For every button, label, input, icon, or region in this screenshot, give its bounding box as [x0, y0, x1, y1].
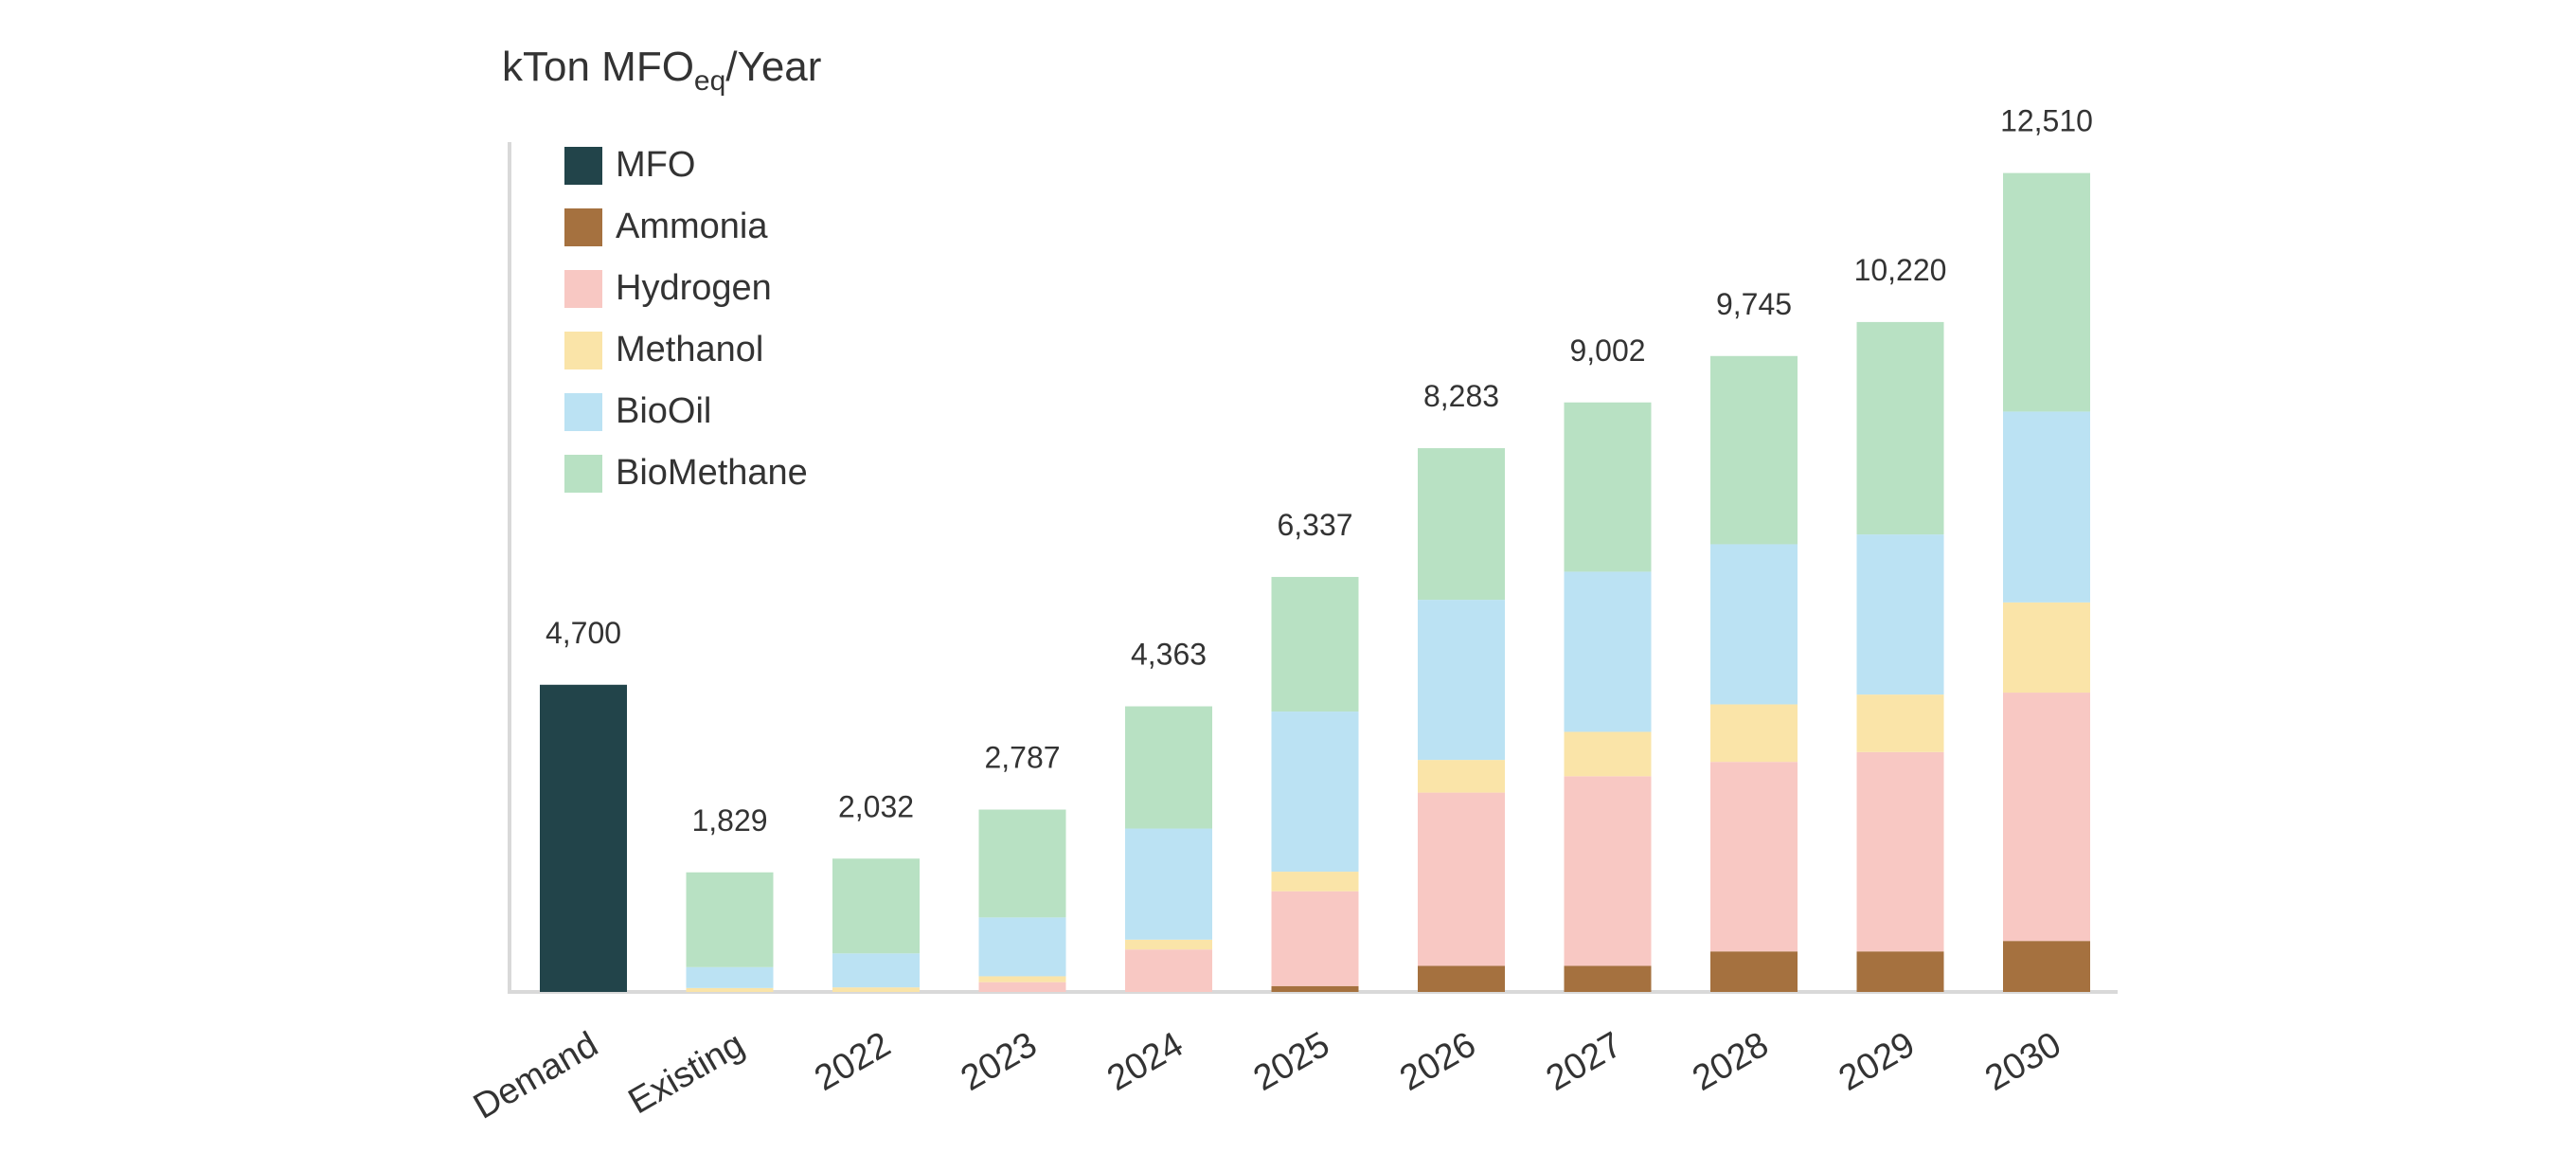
legend-label-mfo: MFO — [616, 145, 696, 185]
legend: MFO Ammonia Hydrogen Methanol BioOil Bio… — [564, 135, 808, 504]
bar-ammonia-2026 — [1418, 965, 1505, 992]
x-tick-label-2029: 2029 — [1833, 1024, 1922, 1099]
legend-label-biomethane: BioMethane — [616, 453, 808, 493]
bar-hydrogen-2027 — [1564, 776, 1652, 966]
legend-item-hydrogen: Hydrogen — [564, 258, 808, 319]
bar-biooil-2023 — [978, 917, 1066, 977]
bar-ammonia-2027 — [1564, 965, 1652, 992]
bar-methanol-2026 — [1418, 760, 1505, 793]
bar-methanol-2024 — [1125, 939, 1212, 950]
bar-hydrogen-2025 — [1271, 891, 1359, 986]
bar-biooil-2025 — [1271, 712, 1359, 873]
legend-label-ammonia: Ammonia — [616, 207, 768, 246]
bar-biomethane-2030 — [2003, 172, 2090, 412]
bar-biomethane-2025 — [1271, 576, 1359, 712]
total-label-2029: 10,220 — [1854, 253, 1947, 287]
bar-biomethane-existing — [686, 872, 774, 967]
legend-item-mfo: MFO — [564, 135, 808, 196]
x-tick-label-2030: 2030 — [1978, 1024, 2067, 1099]
bar-hydrogen-2023 — [978, 982, 1066, 992]
legend-swatch-mfo — [564, 146, 602, 185]
total-label-existing: 1,829 — [691, 803, 767, 838]
bar-methanol-2027 — [1564, 731, 1652, 777]
bar-hydrogen-2024 — [1125, 949, 1212, 992]
total-label-2030: 12,510 — [2000, 104, 2093, 138]
y-axis-label: kTon MFOeq/Year — [502, 44, 821, 98]
bar-methanol-2023 — [978, 976, 1066, 982]
total-label-2026: 8,283 — [1423, 379, 1499, 413]
total-label-2028: 9,745 — [1716, 287, 1792, 321]
legend-item-biooil: BioOil — [564, 381, 808, 442]
bar-methanol-2028 — [1710, 704, 1798, 763]
bar-biomethane-2024 — [1125, 706, 1212, 829]
bar-ammonia-2029 — [1856, 951, 1944, 992]
x-tick-label-2024: 2024 — [1100, 1024, 1190, 1099]
x-tick-label-demand: Demand — [467, 1024, 604, 1126]
bar-biomethane-2027 — [1564, 402, 1652, 572]
bar-biooil-2024 — [1125, 828, 1212, 940]
legend-item-ammonia: Ammonia — [564, 196, 808, 258]
legend-swatch-hydrogen — [564, 269, 602, 308]
bar-hydrogen-2026 — [1418, 792, 1505, 966]
bar-methanol-2025 — [1271, 872, 1359, 892]
x-tick-label-2026: 2026 — [1393, 1024, 1482, 1099]
bar-biooil-2027 — [1564, 571, 1652, 732]
x-tick-label-2028: 2028 — [1686, 1024, 1775, 1099]
x-tick-label-2025: 2025 — [1247, 1024, 1336, 1099]
bar-biooil-2028 — [1710, 544, 1798, 705]
legend-swatch-biomethane — [564, 454, 602, 493]
bar-biomethane-2026 — [1418, 448, 1505, 601]
legend-label-biooil: BioOil — [616, 391, 712, 431]
bar-biooil-2030 — [2003, 411, 2090, 603]
bar-methanol-2022 — [832, 987, 920, 992]
y-axis-label-subscript: eq — [693, 65, 726, 97]
total-label-2022: 2,032 — [838, 789, 914, 823]
total-label-2027: 9,002 — [1569, 333, 1645, 368]
bar-biomethane-2022 — [832, 858, 920, 954]
bar-ammonia-2030 — [2003, 941, 2090, 992]
bar-biomethane-2029 — [1856, 321, 1944, 535]
bar-hydrogen-2030 — [2003, 693, 2090, 942]
legend-label-methanol: Methanol — [616, 330, 764, 369]
bar-biooil-2022 — [832, 953, 920, 988]
bar-methanol-2029 — [1856, 694, 1944, 752]
total-label-2024: 4,363 — [1131, 638, 1207, 672]
bar-biomethane-2028 — [1710, 355, 1798, 545]
y-axis-label-suffix: /Year — [725, 44, 822, 90]
bar-mfo-demand — [540, 684, 627, 992]
total-label-demand: 4,700 — [546, 616, 621, 650]
legend-swatch-ammonia — [564, 207, 602, 246]
legend-swatch-biooil — [564, 392, 602, 431]
bar-biooil-2029 — [1856, 534, 1944, 695]
bar-biooil-2026 — [1418, 600, 1505, 761]
legend-swatch-methanol — [564, 331, 602, 369]
legend-label-hydrogen: Hydrogen — [616, 268, 772, 308]
bar-hydrogen-2029 — [1856, 751, 1944, 952]
x-tick-label-2023: 2023 — [955, 1024, 1044, 1099]
bar-ammonia-2028 — [1710, 951, 1798, 992]
legend-item-methanol: Methanol — [564, 319, 808, 381]
bar-methanol-2030 — [2003, 602, 2090, 694]
total-label-2025: 6,337 — [1277, 508, 1352, 542]
x-tick-label-existing: Existing — [622, 1024, 751, 1122]
bar-methanol-existing — [686, 987, 774, 992]
bar-ammonia-2025 — [1271, 985, 1359, 992]
legend-item-biomethane: BioMethane — [564, 442, 808, 504]
x-tick-label-2027: 2027 — [1540, 1024, 1629, 1099]
y-axis-label-main: kTon MFO — [502, 44, 694, 90]
total-label-2023: 2,787 — [984, 741, 1060, 775]
bar-hydrogen-2028 — [1710, 762, 1798, 952]
bar-biomethane-2023 — [978, 809, 1066, 918]
x-tick-label-2022: 2022 — [808, 1024, 897, 1099]
bar-biooil-existing — [686, 966, 774, 988]
